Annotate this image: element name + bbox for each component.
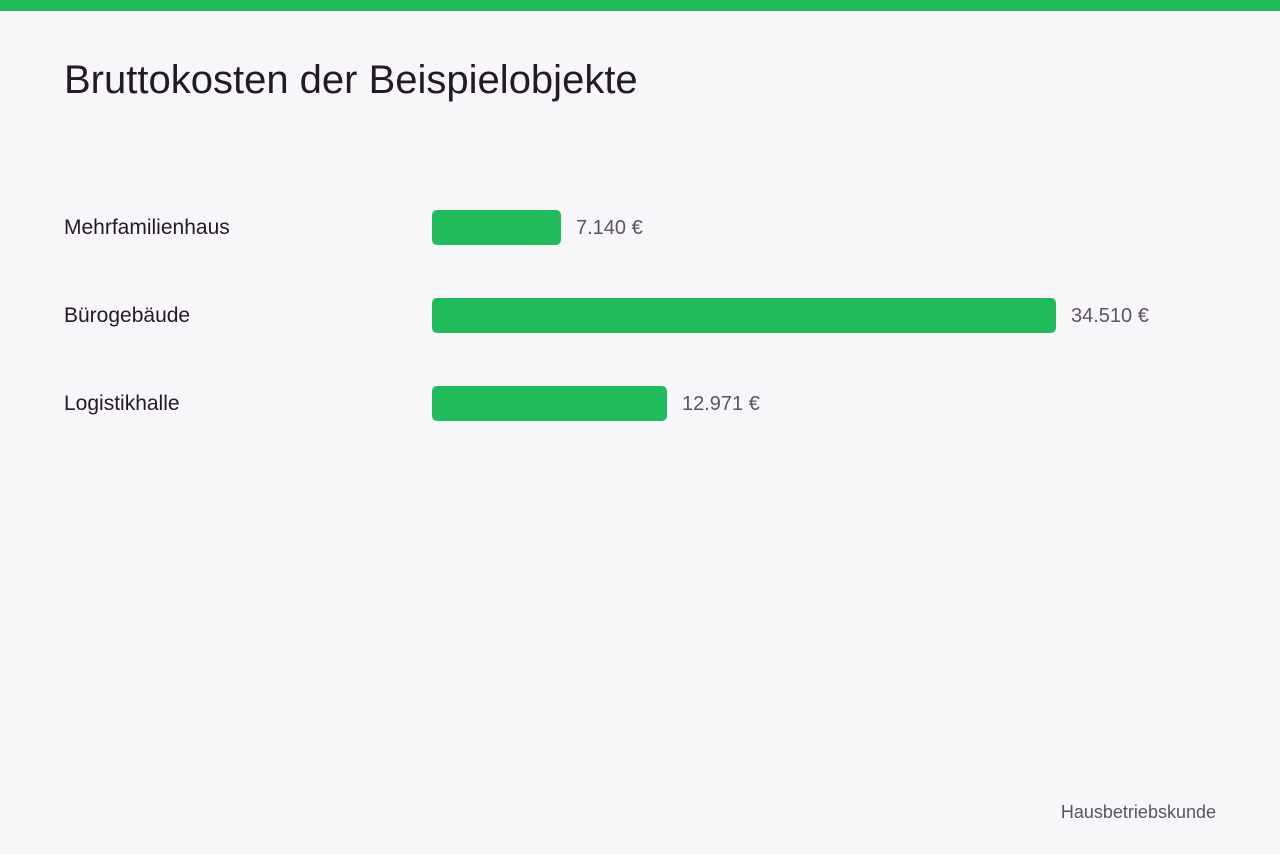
top-accent-bar: [0, 0, 1280, 11]
source-label: Hausbetriebskunde: [1060, 802, 1216, 822]
category-label: Mehrfamilienhaus: [64, 216, 230, 239]
chart-title: Bruttokosten der Beispielobjekte: [64, 58, 638, 102]
value-label: 7.140 €: [576, 217, 643, 239]
bar-row: Bürogebäude 34.510 €: [0, 298, 1280, 334]
bar: [432, 210, 561, 245]
value-label: 34.510 €: [1071, 305, 1149, 327]
category-label: Logistikhalle: [64, 392, 180, 415]
category-label: Bürogebäude: [64, 304, 191, 327]
value-label: 12.971 €: [682, 393, 760, 415]
bar-row: Logistikhalle 12.971 €: [0, 386, 1280, 422]
bar: [432, 386, 667, 421]
bar-row: Mehrfamilienhaus 7.140 €: [0, 210, 1280, 246]
bar: [432, 298, 1056, 333]
